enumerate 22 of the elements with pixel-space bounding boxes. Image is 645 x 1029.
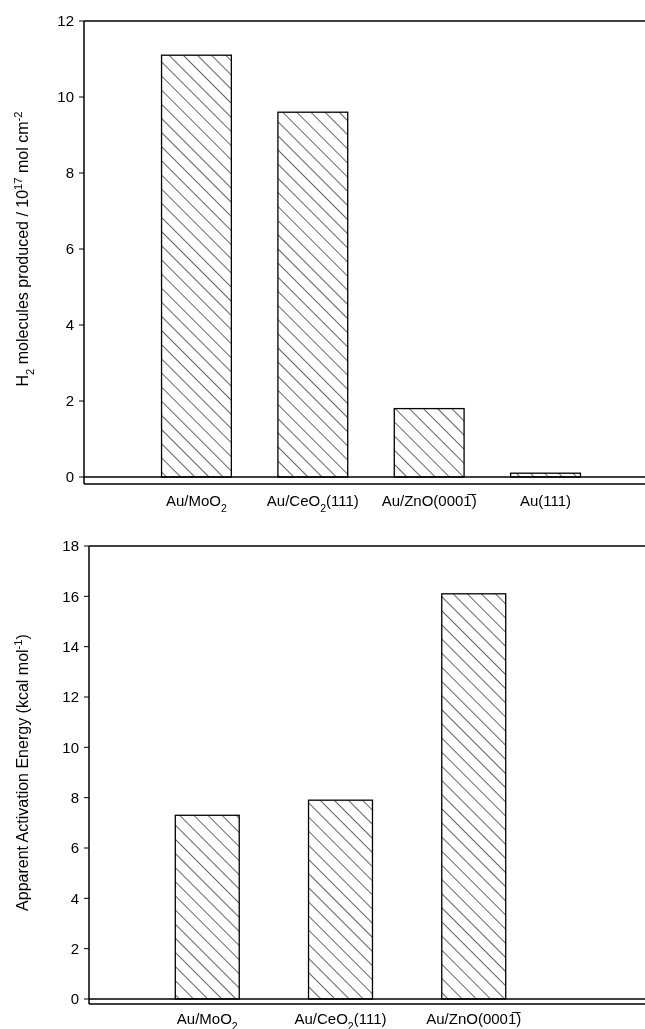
y-tick-label: 12: [57, 12, 74, 30]
y-tick-label: 14: [62, 637, 79, 655]
x-tick-label: Au/MoO$_{2}$: [166, 492, 228, 514]
y-tick-label: 2: [70, 939, 79, 957]
y-tick-label: 16: [62, 587, 79, 605]
y-tick-label: 8: [70, 788, 79, 806]
y-tick-label: 6: [70, 839, 79, 857]
y-tick-label: 12: [62, 688, 79, 706]
x-tick-label: Au/ZnO(0001̅): [426, 1010, 522, 1027]
y-tick-label: 18: [62, 537, 79, 555]
y-tick-label: 6: [65, 240, 74, 258]
y-tick-label: 4: [70, 889, 79, 907]
y-tick-label: 0: [65, 468, 74, 486]
y-tick-label: 10: [57, 88, 74, 106]
y-tick-label: 4: [65, 316, 74, 334]
x-tick-label: Au/ZnO(0001̅): [381, 492, 477, 509]
y-tick-label: 8: [65, 164, 74, 182]
y-tick-label: 0: [70, 990, 79, 1008]
x-tick-label: Au(111): [519, 492, 572, 509]
x-tick-label: Au/CeO$_{2}$(111): [266, 492, 359, 514]
y-tick-label: 10: [62, 738, 79, 756]
y-tick-label: 2: [65, 392, 74, 410]
